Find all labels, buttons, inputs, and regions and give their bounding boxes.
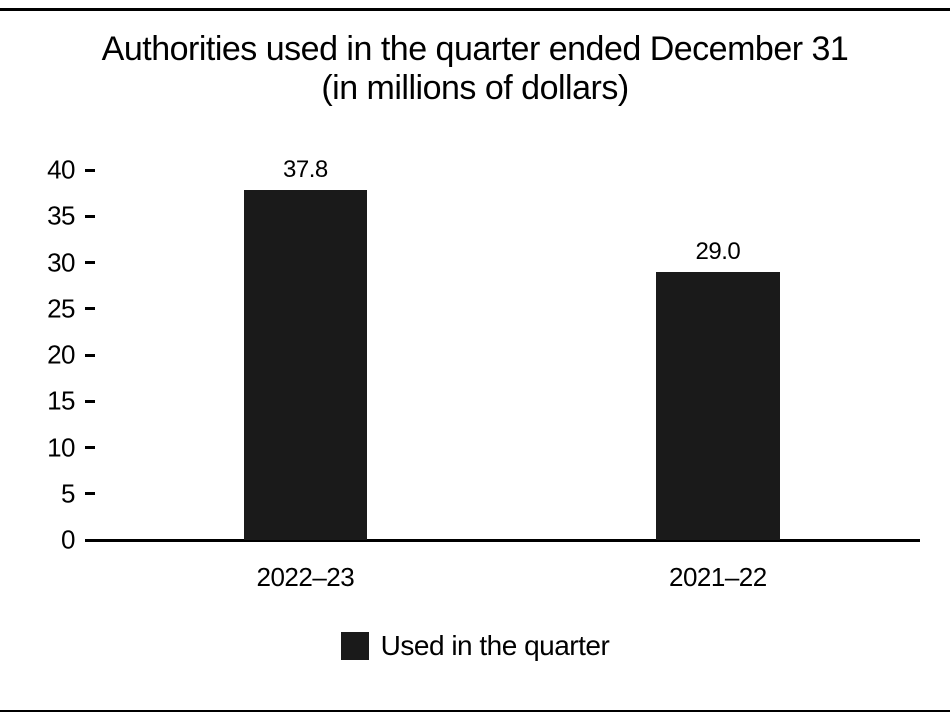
chart-title-line2: (in millions of dollars) xyxy=(0,69,950,108)
y-tick-mark xyxy=(85,539,95,542)
legend-label: Used in the quarter xyxy=(381,630,610,662)
chart-frame: Authorities used in the quarter ended De… xyxy=(0,0,950,726)
chart-title: Authorities used in the quarter ended De… xyxy=(0,30,950,108)
y-tick-label: 30 xyxy=(0,247,75,278)
y-tick-label: 15 xyxy=(0,386,75,417)
bar xyxy=(244,190,368,540)
bar-value-label: 29.0 xyxy=(696,238,741,266)
legend: Used in the quarter xyxy=(0,630,950,662)
y-tick-label: 0 xyxy=(0,525,75,556)
bottom-rule xyxy=(0,710,950,712)
y-tick-mark xyxy=(85,307,95,310)
top-rule xyxy=(0,8,950,11)
y-tick-label: 20 xyxy=(0,340,75,371)
x-axis-line xyxy=(85,539,920,542)
bar-value-label: 37.8 xyxy=(283,156,328,184)
bar xyxy=(656,272,780,540)
y-tick-label: 40 xyxy=(0,155,75,186)
y-tick-mark xyxy=(85,492,95,495)
y-tick-label: 10 xyxy=(0,432,75,463)
y-tick-mark xyxy=(85,215,95,218)
x-category-label: 2022–23 xyxy=(257,562,355,593)
legend-swatch xyxy=(341,632,369,660)
plot-area: 37.829.0 xyxy=(95,170,920,540)
x-category-label: 2021–22 xyxy=(669,562,767,593)
y-tick-mark xyxy=(85,261,95,264)
y-tick-label: 25 xyxy=(0,293,75,324)
y-tick-mark xyxy=(85,400,95,403)
y-tick-mark xyxy=(85,446,95,449)
y-tick-label: 5 xyxy=(0,478,75,509)
y-tick-label: 35 xyxy=(0,201,75,232)
chart-title-line1: Authorities used in the quarter ended De… xyxy=(0,30,950,69)
y-tick-mark xyxy=(85,169,95,172)
y-tick-mark xyxy=(85,354,95,357)
